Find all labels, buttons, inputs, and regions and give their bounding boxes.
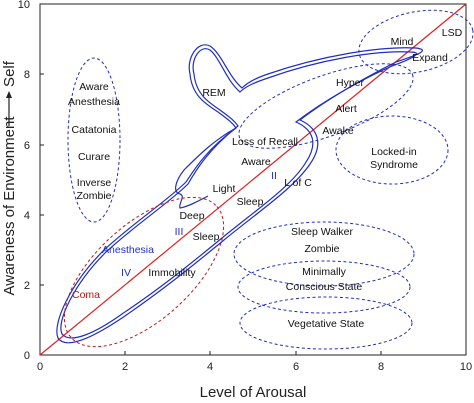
vegetative-region	[239, 296, 413, 350]
x-axis-title: Level of Arousal	[200, 384, 307, 401]
minimally-conscious-region	[237, 260, 411, 314]
label-aware: Aware	[241, 156, 271, 168]
label-sleep-deep: Sleep	[193, 231, 220, 243]
label-sleep: Sleep	[237, 196, 264, 208]
label-syndrome: Syndrome	[370, 159, 418, 171]
label-loss-of-recall: Loss of Recall	[232, 136, 298, 148]
label-l-of-c: L of C	[284, 177, 312, 189]
rem-lobe-outline	[175, 127, 237, 209]
lsd-mind-expand-region	[358, 9, 474, 75]
conscious-region-outline	[56, 44, 423, 344]
label-deep: Deep	[179, 210, 204, 222]
y-tick-label: 10	[18, 0, 30, 11]
coma-region	[63, 196, 225, 348]
label-stage-iii: III	[175, 226, 184, 238]
x-tick-label: 4	[207, 361, 213, 373]
x-tick-label: 8	[378, 361, 384, 373]
locked-in-region	[335, 115, 449, 185]
label-anesthesia: Anesthesia	[102, 244, 154, 256]
label-sleep-walker: Sleep Walker	[291, 226, 354, 238]
label-catatonia: Catatonia	[72, 124, 117, 136]
y-axis-title: Awareness of Environment	[1, 116, 18, 296]
y-tick-label: 8	[24, 69, 30, 81]
label-stage-ii: II	[271, 170, 277, 182]
plot-frame	[39, 3, 467, 356]
arrow-right-icon	[6, 91, 12, 98]
label-zombie: Zombie	[76, 190, 111, 202]
y-tick-label: 6	[24, 140, 30, 152]
x-tick-label: 10	[460, 361, 472, 373]
conscious-region-inner-outline	[60, 48, 417, 339]
label-coma: Coma	[72, 289, 100, 301]
label-alert: Alert	[335, 103, 357, 115]
label-curare: Curare	[78, 151, 110, 163]
label-zombie-sw: Zombie	[304, 243, 339, 255]
label-inverse: Inverse	[77, 177, 112, 189]
x-tick-label: 0	[37, 361, 43, 373]
x-tick-label: 6	[293, 361, 299, 373]
hyper-alert-region	[238, 63, 414, 149]
sleep-walker-region	[233, 221, 415, 287]
tick-marks	[39, 3, 467, 356]
label-aware-anesthesia-2: Anesthesia	[68, 96, 120, 108]
label-stage-iv: IV	[121, 267, 131, 279]
label-awake-top: Awake	[322, 125, 353, 137]
label-locked-in: Locked-in	[371, 146, 417, 158]
y-tick-label: 0	[24, 350, 30, 362]
label-immobility: Immobility	[148, 267, 196, 279]
label-lsd: LSD	[442, 27, 463, 39]
label-mind: Mind	[391, 36, 414, 48]
label-minimally: Minimally	[302, 266, 347, 278]
label-expand: Expand	[412, 52, 448, 64]
y-tick-label: 2	[24, 280, 30, 292]
y-tick-label: 4	[24, 210, 30, 222]
label-aware-anesthesia-1: Aware	[79, 81, 109, 93]
aware-anesthesia-region	[67, 57, 121, 223]
y-axis-title-group: Awareness of Environment Self	[1, 60, 18, 295]
label-rem: REM	[202, 87, 225, 99]
label-light: Light	[213, 183, 236, 195]
y-axis-title-self: Self	[1, 60, 18, 87]
label-vegetative: Vegetative State	[288, 318, 365, 330]
x-tick-label: 2	[122, 361, 128, 373]
label-conscious-state: Conscious State	[286, 281, 363, 293]
label-hyper: Hyper	[336, 77, 365, 89]
